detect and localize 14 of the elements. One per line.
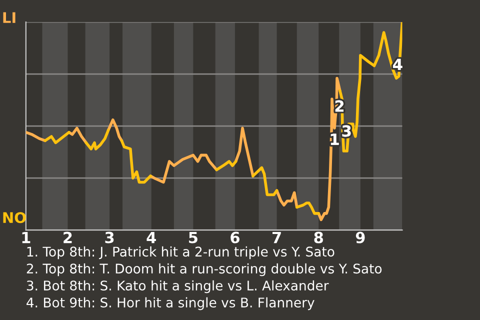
x-tick-label: 8 xyxy=(314,232,323,244)
text: 4. Bot 9th: S. Hor hit a single vs B. Flannery xyxy=(26,297,314,310)
x-tick-label: 6 xyxy=(230,232,240,244)
x-tick-label: 7 xyxy=(272,232,281,244)
text: 3. Bot 8th: S. Kato hit a single vs L. Alexander xyxy=(26,280,329,294)
text: 2. Top 8th: T. Doom hit a run-scoring double vs Y. Sato xyxy=(26,263,382,276)
x-tick-label: 4 xyxy=(146,232,156,244)
text: 1. Top 8th: J. Patrick hit a 2-run triple vs Y. Sato xyxy=(27,246,334,260)
x-tick-label: 2 xyxy=(64,232,72,244)
text: LI xyxy=(3,12,16,23)
x-tick-label: 5 xyxy=(189,232,198,244)
x-tick-label: 1 xyxy=(22,232,30,244)
x-tick-label: 3 xyxy=(105,232,114,244)
x-tick-label: 9 xyxy=(356,232,365,244)
